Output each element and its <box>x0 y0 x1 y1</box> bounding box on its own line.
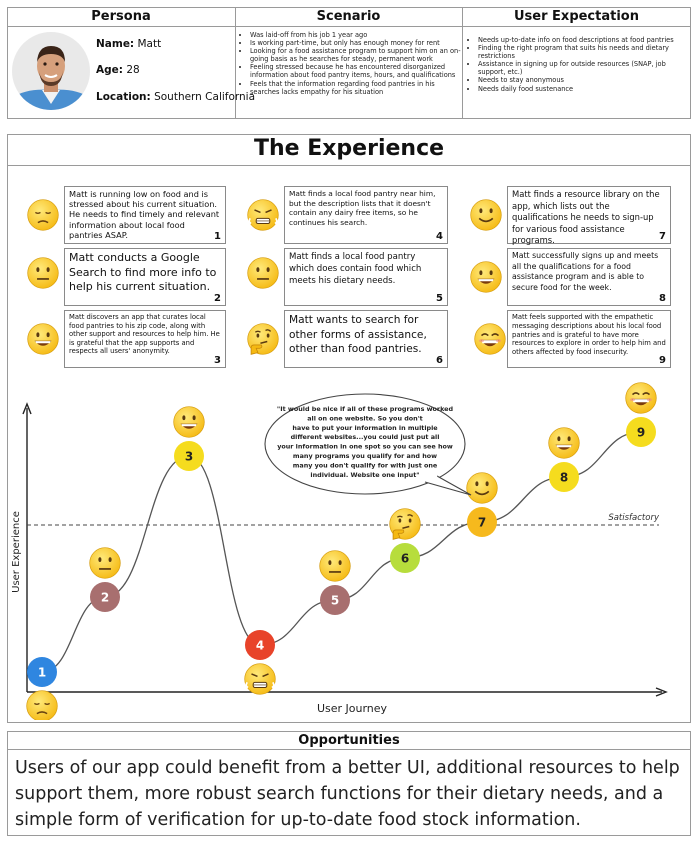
journey-point-8 <box>549 462 579 492</box>
opportunities-divider <box>7 749 691 750</box>
card-8: Matt successfully signs up and meets all… <box>507 248 671 306</box>
journey-emoji-3-icon <box>174 407 205 438</box>
smiling-face-icon <box>469 198 503 232</box>
journey-point-label-9: 9 <box>637 426 645 440</box>
journey-point-3 <box>174 441 204 471</box>
journey-point-label-1: 1 <box>38 666 46 680</box>
journey-point-label-8: 8 <box>560 471 568 485</box>
journey-point-5 <box>320 585 350 615</box>
opportunities-section <box>7 731 691 836</box>
sad-face-icon <box>26 198 60 232</box>
expectation-list: Needs up-to-date info on food descriptio… <box>468 36 693 93</box>
card-5: Matt finds a local food pantry which doe… <box>284 248 448 306</box>
scenario-item: Was laid-off from his job 1 year ago <box>250 31 462 39</box>
card-7: Matt finds a resource library on the app… <box>507 186 671 245</box>
y-axis-label: User Experience <box>11 511 22 593</box>
satisfactory-label: Satisfactory <box>608 513 660 523</box>
frustrated-face-icon <box>246 198 280 232</box>
scenario-item: Is working part-time, but only has enoug… <box>250 39 462 47</box>
journey-point-2 <box>90 582 120 612</box>
expectation-item: Finding the right program that suits his… <box>478 44 693 60</box>
expectation-item: Needs to stay anonymous <box>478 76 693 84</box>
journey-emoji-6-icon <box>390 509 421 540</box>
journey-emoji-7-icon <box>467 473 498 504</box>
journey-emoji-4-icon <box>245 664 276 695</box>
beaming-face-icon <box>473 322 507 356</box>
journey-point-label-7: 7 <box>478 516 486 530</box>
experience-title-divider <box>7 165 691 166</box>
scenario-item: Looking for a food assistance program to… <box>250 47 462 63</box>
card-2: Matt conducts a Google Search to find mo… <box>64 248 226 306</box>
journey-emoji-1-icon <box>27 691 58 720</box>
journey-point-1 <box>27 657 57 687</box>
card-6: Matt wants to search for other forms of … <box>284 310 448 368</box>
quote-bubble: "It would be nice if all of these progra… <box>264 393 472 496</box>
persona-age: Age: 28 <box>96 64 140 76</box>
journey-curve <box>41 431 642 673</box>
journey-point-9 <box>626 417 656 447</box>
chart-axes <box>22 402 668 697</box>
experience-section <box>7 134 691 723</box>
expectation-item: Needs up-to-date info on food descriptio… <box>478 36 693 44</box>
card-4: Matt finds a local food pantry near him,… <box>284 186 448 244</box>
card-9: Matt feels supported with the empathetic… <box>507 310 671 368</box>
journey-emoji-9-icon <box>626 383 657 414</box>
journey-point-4 <box>245 630 275 660</box>
journey-emoji-5-icon <box>320 551 351 582</box>
header-scenario: Scenario <box>316 9 381 24</box>
header-user-expectation: User Expectation <box>514 9 639 24</box>
persona-location: Location: Southern California <box>96 91 256 103</box>
scenario-list: Was laid-off from his job 1 year ago Is … <box>240 31 462 96</box>
journey-point-label-2: 2 <box>101 591 109 605</box>
x-axis-label: User Journey <box>317 702 388 715</box>
table-col-divider-1 <box>235 7 236 119</box>
table-col-divider-2 <box>462 7 463 119</box>
scenario-item: Feeling stressed because he has encounte… <box>250 63 462 79</box>
opportunities-title: Opportunities <box>298 733 400 748</box>
card-3: Matt discovers an app that curates local… <box>64 310 226 368</box>
persona-name: Name: Matt <box>96 38 162 50</box>
journey-chart: Satisfactory User Journey User Experienc… <box>11 380 668 720</box>
grinning-face-icon <box>26 322 60 356</box>
header-persona: Persona <box>91 9 151 24</box>
journey-point-label-3: 3 <box>185 450 193 464</box>
journey-point-6 <box>390 543 420 573</box>
journey-point-label-6: 6 <box>401 552 409 566</box>
expectation-item: Assistance in signing up for outside res… <box>478 60 693 76</box>
avatar <box>12 32 90 110</box>
journey-point-label-5: 5 <box>331 594 339 608</box>
journey-point-label-4: 4 <box>256 639 264 653</box>
opportunities-text: Users of our app could benefit from a be… <box>15 758 680 830</box>
neutral-face-icon <box>246 256 280 290</box>
persona-table <box>7 7 691 119</box>
table-header-divider <box>7 26 691 27</box>
neutral-face-icon <box>26 256 60 290</box>
journey-emoji-8-icon <box>549 428 580 459</box>
experience-title: The Experience <box>253 136 445 161</box>
thinking-face-icon <box>246 322 280 356</box>
scenario-item: Feels that the information regarding foo… <box>250 80 462 96</box>
quote-text: "It would be nice if all of these progra… <box>277 405 454 479</box>
journey-point-7 <box>467 507 497 537</box>
expectation-item: Needs daily food sustenance <box>478 85 693 93</box>
card-1: Matt is running low on food and is stres… <box>64 186 226 244</box>
grinning-face-icon <box>469 260 503 294</box>
journey-emoji-2-icon <box>90 548 121 579</box>
